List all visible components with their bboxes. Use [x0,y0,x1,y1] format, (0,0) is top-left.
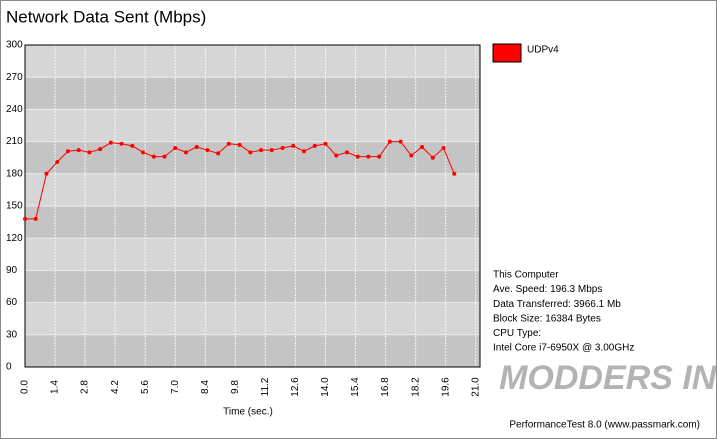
data-point [44,171,49,176]
data-point [205,148,210,153]
data-point [108,140,113,145]
band [25,270,480,303]
info-line: This Computer [493,270,559,281]
x-axis-label: Time (sec.) [223,407,273,418]
data-point [23,216,27,221]
x-tick-label: 5.6 [140,380,151,394]
x-tick-label: 4.2 [110,380,121,394]
data-point [398,139,403,144]
y-tick-label: 30 [6,329,18,340]
x-tick-label: 1.4 [50,380,61,394]
data-point [441,146,446,151]
y-tick-label: 180 [6,168,23,179]
data-point [119,141,124,146]
x-tick-label: 7.0 [170,380,181,394]
data-point [409,153,414,158]
data-point [291,143,296,148]
x-tick-label: 18.2 [410,377,421,397]
band [25,206,480,239]
data-point [76,148,81,153]
watermark: MODDERS INC [499,359,717,397]
data-point [377,154,382,159]
data-point [269,148,274,153]
y-tick-label: 150 [6,201,23,212]
data-point [183,150,188,155]
x-tick-label: 8.4 [200,380,211,394]
data-point [98,147,103,152]
x-tick-label: 15.4 [350,377,361,397]
data-point [430,155,435,160]
y-tick-label: 0 [6,362,12,373]
data-point [344,150,349,155]
data-point [194,144,199,149]
x-tick-label: 19.6 [440,377,451,397]
data-point [259,148,264,153]
y-tick-label: 90 [6,265,18,276]
plot-border [24,44,481,368]
data-point [216,151,221,156]
data-point [151,154,156,159]
legend-swatch [492,43,522,63]
data-point [302,149,307,154]
y-tick-label: 60 [6,297,18,308]
y-tick-label: 300 [6,40,23,51]
data-point [87,150,92,155]
legend-label: UDPv4 [527,45,559,56]
chart-title: Network Data Sent (Mbps) [6,7,206,26]
info-line: Ave. Speed: 196.3 Mbps [493,284,602,295]
data-point [387,139,392,144]
info-line: Intel Core i7-6950X @ 3.00GHz [493,343,634,354]
data-point [355,154,360,159]
data-point [280,146,285,151]
data-point [323,141,328,146]
y-tick-label: 270 [6,72,23,83]
band [25,77,480,110]
x-tick-label: 0.0 [20,380,31,394]
data-point [33,216,38,221]
info-line: Block Size: 16384 Bytes [493,313,601,324]
x-tick-label: 9.8 [230,380,241,394]
x-tick-label: 21.0 [470,377,481,397]
x-tick-label: 16.8 [380,377,391,397]
x-tick-label: 2.8 [80,380,91,394]
data-point [162,154,167,159]
data-point [334,153,339,158]
data-point [141,150,146,155]
footer: PerformanceTest 8.0 (www.passmark.com) [509,420,700,431]
info-line: Data Transferred: 3966.1 Mb [493,299,621,310]
data-point [452,171,457,176]
info-line: CPU Type: [493,328,541,339]
data-point [248,150,253,155]
x-tick-label: 12.6 [290,377,301,397]
band [25,141,480,174]
data-point [366,154,371,159]
data-point [173,146,178,151]
data-point [226,141,231,146]
y-tick-label: 210 [6,136,23,147]
data-point [312,143,317,148]
y-tick-label: 120 [6,233,23,244]
data-point [55,159,60,164]
x-tick-label: 14.0 [320,377,331,397]
band [25,334,480,367]
x-tick-label: 11.2 [260,377,271,396]
y-tick-label: 240 [6,104,23,115]
data-point [130,143,135,148]
data-point [65,149,70,154]
data-point [237,142,242,147]
data-point [420,144,425,149]
